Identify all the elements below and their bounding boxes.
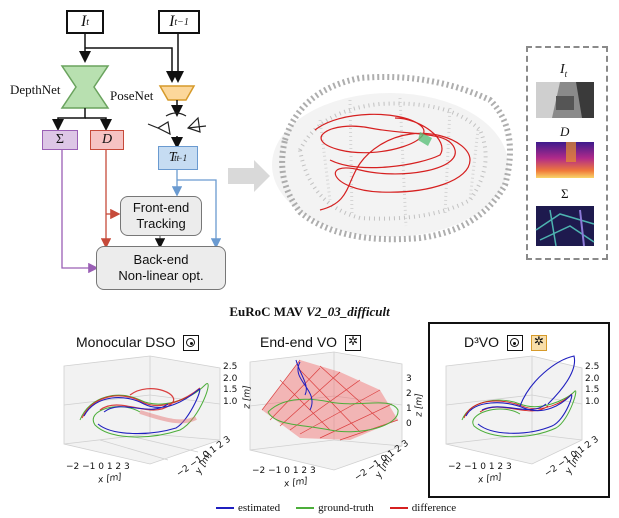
legend-swatch-difference <box>389 507 408 510</box>
legend-label-difference: difference <box>411 502 457 514</box>
neural-network-icon <box>344 334 361 352</box>
flow-arrow <box>228 160 270 192</box>
arrow-sigma-backend <box>61 150 99 274</box>
legend-label-estimated: estimated <box>238 502 281 514</box>
sequence-name: V2_03_difficult <box>306 304 390 319</box>
legend-swatch-estimated <box>216 507 234 510</box>
panel-depth-label: D <box>560 124 570 139</box>
plot-d3vo-axes <box>445 355 583 465</box>
depth-box: D <box>90 130 124 150</box>
frontend-tracking-box: Front-end Tracking <box>120 196 202 236</box>
plot-dso-axes <box>63 355 221 465</box>
dataset-title: EuRoC MAV V2_03_difficult <box>0 304 619 320</box>
plot-dso-z-label: z [m] <box>242 385 253 409</box>
posenet-label: PoseNet <box>110 88 154 103</box>
depthnet-label: DepthNet <box>10 82 61 97</box>
d3vo-highlight-box <box>428 322 610 498</box>
legend-item-difference: difference <box>389 502 457 514</box>
geometric-method-icon <box>183 335 200 352</box>
panel-uncertainty-label: Σ <box>561 186 569 201</box>
camera-pose-icon <box>147 112 207 136</box>
plot-endend-trajectory <box>261 359 399 441</box>
legend-item-ground-truth: ground-truth <box>296 502 374 514</box>
plot-d3vo-z-ticks: 2.5 2.0 1.5 1.0 <box>585 362 600 407</box>
plot-title-d3vo: D³VO <box>464 334 547 352</box>
neural-network-icon <box>530 334 547 352</box>
backend-label: Back-end Non-linear opt. <box>118 251 204 283</box>
plot-endend-z-label: z [m] <box>414 393 425 417</box>
plot-dso-z-ticks: 2.5 2.0 1.5 1.0 <box>223 362 238 407</box>
plot-d3vo-x-ticks: −2 −1 0 1 2 3 <box>448 462 512 472</box>
backend-optimization-box: Back-end Non-linear opt. <box>96 246 226 290</box>
plot-title-dso-text: Monocular DSO <box>76 334 176 350</box>
plot-title-dso: Monocular DSO <box>76 334 200 352</box>
depth-text: D <box>101 132 113 147</box>
plot-dso-trajectory <box>79 383 209 438</box>
legend-swatch-ground-truth <box>296 507 315 510</box>
geometric-method-icon <box>506 335 523 352</box>
posenet-shape <box>158 85 196 101</box>
plot-endend-axes <box>249 351 403 471</box>
plot-d3vo-trajectory <box>461 355 577 438</box>
depth-image <box>536 142 594 178</box>
legend-label-ground-truth: ground-truth <box>318 502 374 514</box>
plot-title-endend-text: End-end VO <box>260 334 338 350</box>
dataset-name: EuRoC MAV <box>229 304 307 319</box>
frontend-label: Front-end Tracking <box>132 199 190 231</box>
arrow-it-posenet <box>85 47 178 83</box>
plot-title-endend: End-end VO <box>260 334 361 352</box>
input-image <box>536 82 594 118</box>
uncertainty-box: Σ <box>42 130 78 150</box>
arrow-depthnet-sigma <box>52 108 86 131</box>
output-panel <box>526 46 608 260</box>
arrow-pose-backend <box>177 179 222 249</box>
panel-image-label: It <box>560 62 568 79</box>
legend-item-estimated: estimated <box>216 502 280 514</box>
plot-endend-x-ticks: −2 −1 0 1 2 3 <box>252 466 316 476</box>
plot-title-d3vo-text: D³VO <box>464 334 499 350</box>
uncertainty-image <box>535 206 595 247</box>
point-cloud-reconstruction <box>272 73 513 243</box>
depthnet-shape <box>60 65 110 109</box>
legend: estimated ground-truth difference <box>216 502 456 514</box>
sigma-text: Σ <box>55 132 65 147</box>
plot-dso-x-ticks: −2 −1 0 1 2 3 <box>66 462 130 472</box>
arrow-depthnet-depth <box>85 117 112 131</box>
pipeline-diagram <box>52 34 595 274</box>
